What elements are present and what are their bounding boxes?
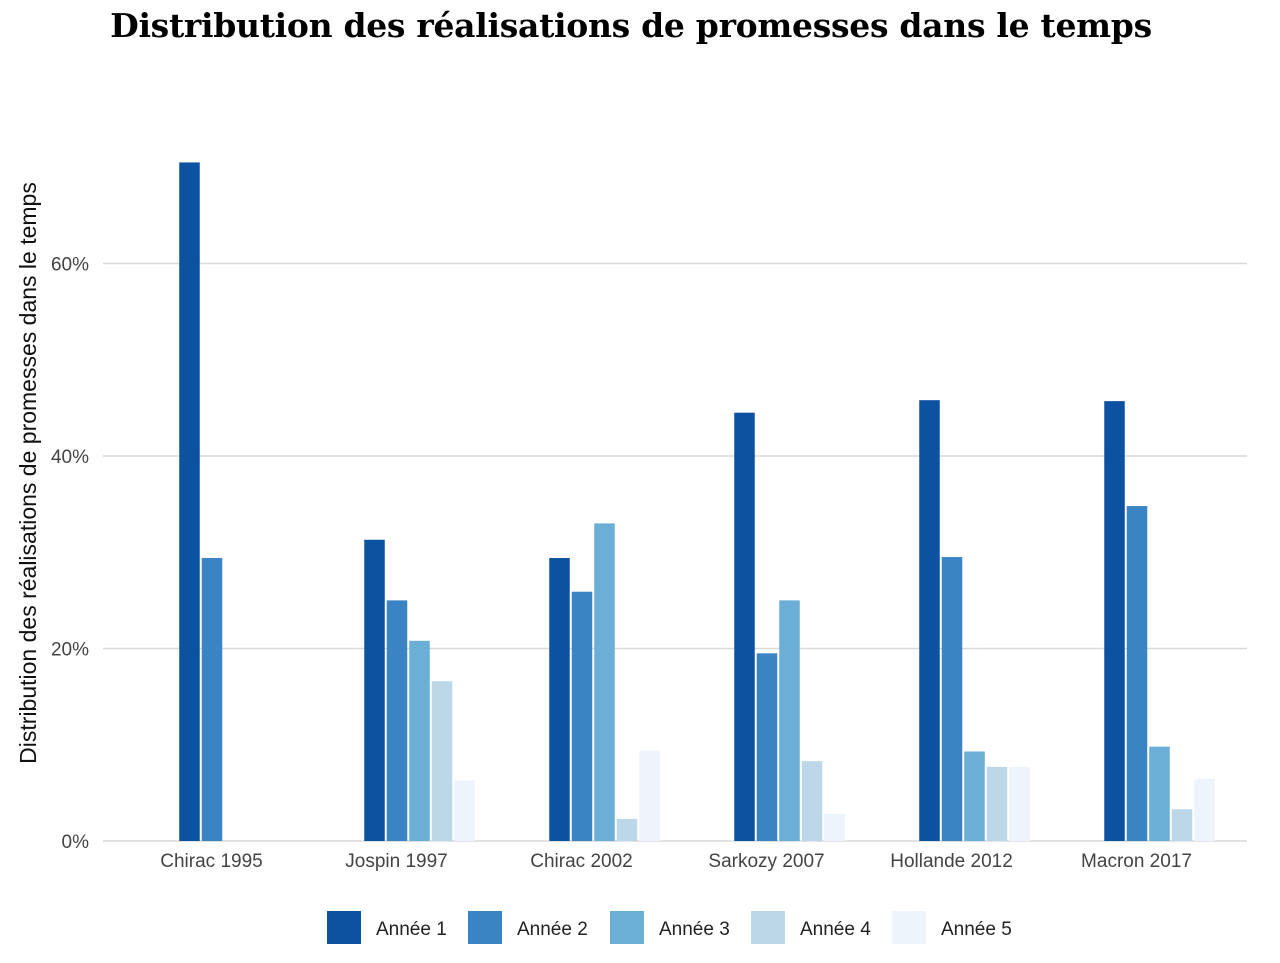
bar	[734, 412, 755, 841]
legend-label: Année 3	[659, 919, 730, 940]
y-tick-label: 60%	[51, 255, 89, 276]
bar	[364, 539, 385, 841]
legend-swatch	[327, 911, 361, 944]
legend-swatch	[751, 911, 785, 944]
x-tick-label: Chirac 1995	[160, 851, 262, 872]
bar	[201, 558, 223, 841]
bar	[409, 640, 430, 841]
y-tick-label: 0%	[62, 832, 90, 853]
x-tick-label: Jospin 1997	[345, 851, 447, 872]
bar	[801, 761, 823, 841]
x-tick-label: Sarkozy 2007	[708, 851, 824, 872]
legend-label: Année 4	[800, 919, 871, 940]
x-tick-label: Hollande 2012	[890, 851, 1013, 872]
bar	[594, 523, 615, 841]
bar	[1194, 778, 1215, 841]
bar	[964, 751, 985, 841]
y-tick-label: 40%	[51, 447, 89, 468]
bar	[179, 162, 200, 841]
y-axis-label: Distribution des réalisations de promess…	[15, 182, 41, 764]
y-tick-label: 20%	[51, 640, 89, 661]
bar	[454, 780, 475, 841]
bar	[1104, 401, 1125, 841]
bar	[919, 400, 940, 841]
bar	[549, 558, 570, 841]
legend-swatch	[892, 911, 926, 944]
bar	[1149, 746, 1170, 841]
bar	[1009, 766, 1030, 841]
bar	[571, 591, 593, 841]
bars	[179, 162, 1215, 841]
bar	[1126, 506, 1148, 841]
page-title: Distribution des réalisations de promess…	[110, 6, 1152, 45]
legend-swatch	[468, 911, 502, 944]
bar	[824, 814, 845, 841]
legend: Année 1 Année 2 Année 3 Année 4 Année 5	[327, 911, 1012, 944]
bar	[386, 600, 408, 841]
gridlines	[103, 262, 1247, 842]
bar	[431, 681, 453, 841]
bar	[639, 750, 660, 841]
bar	[779, 600, 800, 841]
bar	[616, 818, 638, 841]
x-tick-label: Chirac 2002	[530, 851, 632, 872]
x-axis-ticks: Chirac 1995 Jospin 1997 Chirac 2002 Sarkozy…	[160, 851, 1192, 872]
bar	[941, 557, 963, 841]
y-axis-ticks: 0% 20% 40% 60%	[51, 255, 89, 854]
legend-label: Année 2	[517, 919, 588, 940]
bar	[986, 766, 1008, 841]
legend-label: Année 5	[941, 919, 1012, 940]
x-tick-label: Macron 2017	[1081, 851, 1192, 872]
bar	[756, 653, 778, 841]
legend-label: Année 1	[376, 919, 447, 940]
bar	[1171, 809, 1193, 841]
legend-swatch	[610, 911, 644, 944]
